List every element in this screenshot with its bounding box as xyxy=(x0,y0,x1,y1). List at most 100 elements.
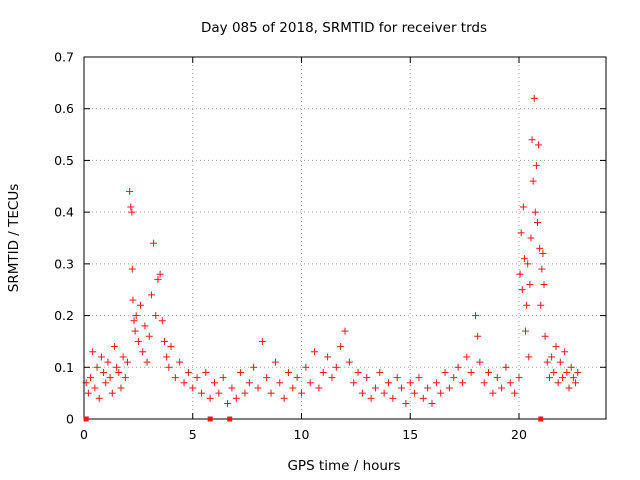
data-point xyxy=(128,208,136,216)
data-point xyxy=(100,368,108,376)
data-point xyxy=(150,239,158,247)
data-point xyxy=(193,374,201,382)
data-point xyxy=(574,368,582,376)
data-point xyxy=(525,353,533,361)
data-point xyxy=(131,327,139,335)
data-point xyxy=(506,379,514,387)
x-tick-label: 5 xyxy=(189,427,197,442)
data-point xyxy=(567,363,575,371)
y-tick-label: 0.2 xyxy=(54,308,74,323)
data-point xyxy=(441,368,449,376)
data-point xyxy=(472,312,479,320)
data-point xyxy=(432,379,440,387)
data-point xyxy=(202,368,210,376)
data-point xyxy=(124,358,131,366)
data-point xyxy=(115,368,123,376)
data-point xyxy=(563,368,571,376)
data-point xyxy=(437,389,445,397)
data-point xyxy=(126,187,134,195)
data-point xyxy=(165,363,173,371)
y-tick-label: 0.6 xyxy=(54,101,74,116)
data-point xyxy=(176,358,184,366)
data-point xyxy=(258,337,266,345)
data-point xyxy=(206,394,214,402)
data-point xyxy=(211,379,218,387)
data-point xyxy=(511,389,519,397)
data-points xyxy=(82,94,582,407)
data-point xyxy=(376,368,384,376)
data-point xyxy=(280,394,288,402)
data-point xyxy=(489,389,497,397)
data-point xyxy=(276,379,284,387)
data-point xyxy=(332,363,340,371)
data-point xyxy=(485,368,493,376)
data-point xyxy=(515,374,523,382)
data-point xyxy=(152,312,160,320)
data-point xyxy=(367,394,375,402)
data-point xyxy=(254,384,262,392)
data-point xyxy=(145,332,153,340)
data-point xyxy=(516,270,524,278)
data-point xyxy=(398,384,406,392)
data-point xyxy=(561,348,569,356)
data-point xyxy=(113,363,121,371)
axis-marker xyxy=(83,416,89,422)
data-point xyxy=(522,327,530,335)
data-point xyxy=(450,374,458,382)
data-point xyxy=(536,244,544,252)
data-point xyxy=(565,384,573,392)
y-axis-label: SRMTID / TECUs xyxy=(6,184,22,292)
data-point xyxy=(543,358,551,366)
data-point xyxy=(520,255,528,263)
data-point xyxy=(197,389,205,397)
data-point xyxy=(389,394,397,402)
data-point xyxy=(267,389,275,397)
data-point xyxy=(95,394,103,402)
data-point xyxy=(104,358,112,366)
data-point xyxy=(493,374,501,382)
data-point xyxy=(154,275,162,283)
data-point xyxy=(129,296,137,304)
data-point xyxy=(319,368,327,376)
data-point xyxy=(263,374,271,382)
data-point xyxy=(541,332,549,340)
data-point xyxy=(306,379,314,387)
data-point xyxy=(556,358,564,366)
data-point xyxy=(143,358,151,366)
data-point xyxy=(554,379,562,387)
data-point xyxy=(134,337,142,345)
data-point xyxy=(428,399,436,407)
data-point xyxy=(237,368,245,376)
data-point xyxy=(454,363,462,371)
axis-marker xyxy=(538,416,544,422)
axis-ticks: 0 5 10 15 20 0 0.1 0.2 0.3 0.4 0.5 0.6 0.7 xyxy=(54,50,606,442)
data-point xyxy=(358,389,366,397)
data-point xyxy=(245,379,253,387)
data-point xyxy=(523,301,531,309)
data-point xyxy=(167,343,175,351)
data-point xyxy=(141,322,149,330)
x-tick-label: 10 xyxy=(294,427,310,442)
data-point xyxy=(533,218,541,226)
data-point xyxy=(517,229,525,237)
data-point xyxy=(393,374,401,382)
data-point xyxy=(350,379,358,387)
data-point xyxy=(87,374,95,382)
data-point xyxy=(411,389,419,397)
y-tick-label: 0.7 xyxy=(54,50,74,65)
x-axis-label: GPS time / hours xyxy=(287,458,400,474)
y-tick-label: 0.1 xyxy=(54,360,74,375)
data-point xyxy=(528,136,536,144)
data-point xyxy=(324,353,332,361)
data-point xyxy=(424,384,432,392)
data-point xyxy=(121,374,129,382)
data-point xyxy=(476,358,484,366)
data-point xyxy=(215,389,223,397)
axis-marker xyxy=(207,416,213,422)
data-point xyxy=(474,332,482,340)
data-point xyxy=(337,343,345,351)
y-tick-label: 0 xyxy=(66,412,74,427)
data-point xyxy=(458,379,466,387)
chart-title: Day 085 of 2018, SRMTID for receiver trd… xyxy=(201,20,487,36)
